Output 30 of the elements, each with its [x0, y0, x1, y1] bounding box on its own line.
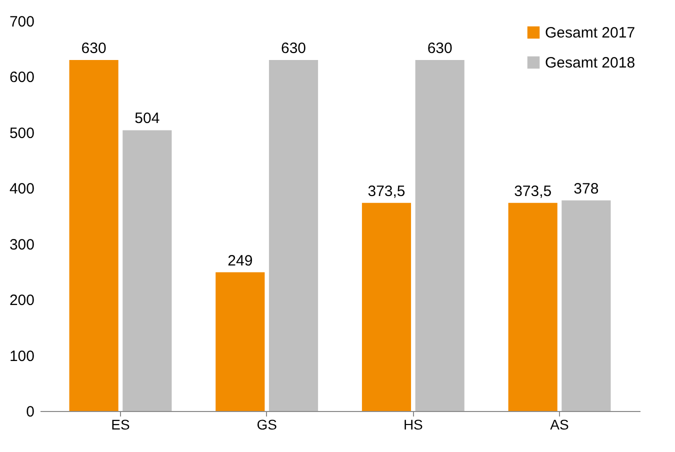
y-tick-label: 0 [26, 404, 34, 420]
data-label: 630 [427, 40, 452, 57]
data-label: 249 [228, 252, 253, 270]
bar [216, 272, 265, 411]
x-tick-label: AS [550, 416, 569, 432]
y-tick-label: 300 [9, 236, 34, 254]
y-tick-label: 500 [9, 124, 34, 142]
x-tick-label: GS [256, 416, 277, 432]
bar [69, 60, 118, 411]
data-label: 378 [574, 180, 599, 198]
bar [362, 202, 412, 411]
bar [122, 130, 172, 411]
bar [268, 60, 318, 411]
y-tick-label: 600 [9, 69, 34, 86]
legend-label: Gesamt 2018 [545, 54, 636, 72]
y-tick-label: 100 [9, 348, 34, 365]
data-label: 630 [81, 40, 106, 57]
data-label: 630 [280, 40, 306, 57]
x-tick-label: HS [403, 416, 423, 432]
x-tick-label: ES [111, 416, 130, 432]
data-label: 373,5 [368, 182, 406, 200]
bar [562, 200, 611, 411]
y-tick-label: 700 [9, 14, 34, 30]
y-tick-label: 400 [9, 180, 34, 198]
legend-label: Gesamt 2017 [545, 24, 636, 42]
bar [508, 202, 558, 411]
data-label: 504 [134, 110, 160, 128]
y-tick-label: 200 [9, 292, 34, 310]
data-label: 373,5 [514, 182, 552, 200]
bar [415, 60, 464, 411]
